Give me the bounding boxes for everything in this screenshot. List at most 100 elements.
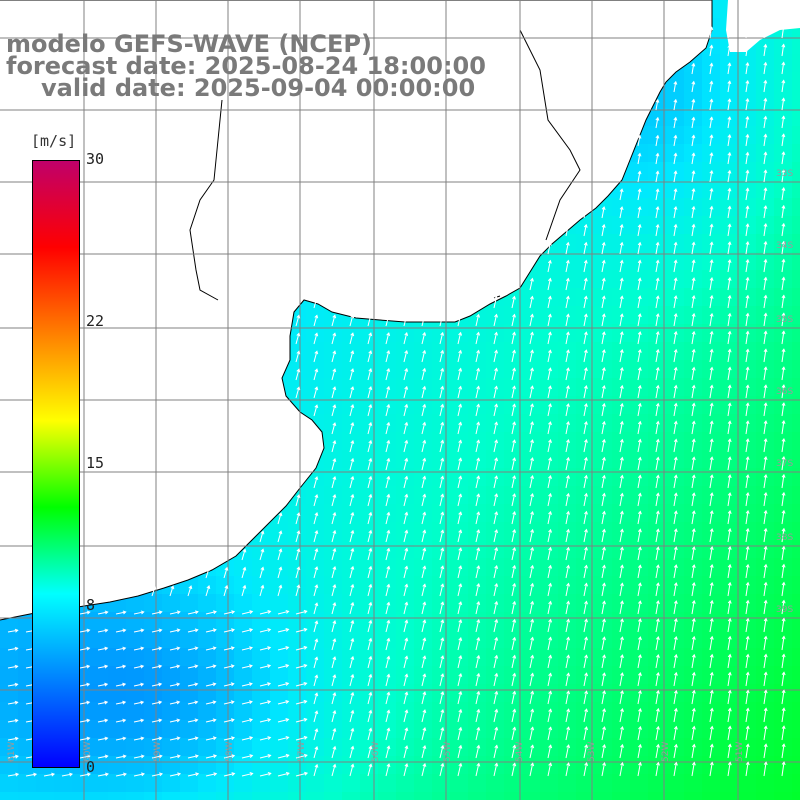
wind-arrow <box>745 474 750 489</box>
wind-arrow <box>745 151 750 165</box>
wind-arrow <box>475 457 481 471</box>
wind-arrow <box>709 635 714 651</box>
wind-arrow <box>727 44 732 57</box>
wind-arrow <box>403 655 409 669</box>
field-cell <box>180 684 199 703</box>
wind-arrow <box>727 276 732 291</box>
wind-arrow <box>241 610 254 615</box>
wind-arrow <box>601 313 606 327</box>
wind-arrow <box>421 547 427 561</box>
wind-arrow <box>205 772 218 777</box>
wind-arrow <box>511 762 517 777</box>
field-cell <box>180 594 199 613</box>
wind-arrow <box>385 385 391 399</box>
lon-label: 54W <box>515 742 525 762</box>
wind-arrow <box>583 744 589 759</box>
wind-arrow <box>547 277 552 291</box>
field-cell <box>414 450 433 469</box>
wind-arrow <box>619 438 624 453</box>
wind-arrow <box>367 763 373 777</box>
field-cell <box>198 756 217 775</box>
wind-arrow <box>709 528 714 543</box>
wind-arrow <box>223 610 236 615</box>
field-cell <box>252 666 271 685</box>
wind-arrow <box>601 528 606 543</box>
wind-arrow <box>367 673 373 687</box>
wind-arrow <box>7 736 19 741</box>
field-cell <box>342 684 361 703</box>
wind-arrow <box>601 618 606 633</box>
wind-arrow <box>79 664 91 669</box>
wind-arrow <box>655 564 660 579</box>
wind-arrow <box>709 599 714 615</box>
wind-arrow <box>781 725 786 741</box>
field-cell <box>288 720 307 739</box>
wind-arrow <box>367 655 373 669</box>
wind-arrow <box>313 548 319 561</box>
field-cell <box>342 756 361 775</box>
field-cell <box>234 558 253 577</box>
wind-arrow <box>403 331 409 345</box>
wind-arrow <box>439 601 445 615</box>
wind-arrow <box>205 646 217 651</box>
wind-arrow <box>727 689 732 705</box>
wind-arrow <box>151 700 163 705</box>
field-cell <box>648 576 667 595</box>
wind-arrow <box>205 585 211 597</box>
wind-arrow <box>529 762 535 777</box>
wind-arrow <box>205 664 217 669</box>
wind-arrow <box>457 511 463 525</box>
field-cell <box>396 630 415 649</box>
wind-arrow <box>475 385 481 399</box>
field-cell <box>198 720 217 739</box>
wind-arrow <box>493 475 499 489</box>
wind-arrow <box>421 421 427 435</box>
field-cell <box>288 360 307 379</box>
wind-arrow <box>223 700 235 705</box>
wind-arrow <box>637 223 642 237</box>
field-cell <box>342 702 361 721</box>
field-cell <box>198 774 217 793</box>
wind-arrow <box>619 402 624 417</box>
wind-arrow <box>241 736 254 741</box>
field-cell <box>630 180 649 199</box>
field-cell <box>378 702 397 721</box>
field-cell <box>702 612 721 631</box>
wind-arrow <box>637 331 642 345</box>
wind-arrow <box>295 627 308 633</box>
field-cell <box>684 432 703 451</box>
field-cell <box>342 342 361 361</box>
wind-arrow <box>331 422 337 435</box>
wind-arrow <box>151 718 163 723</box>
wind-arrow <box>457 439 463 453</box>
wind-arrow <box>619 708 624 723</box>
field-cell <box>378 594 397 613</box>
lon-label: 55W <box>443 742 453 762</box>
wind-arrow <box>727 528 732 543</box>
wind-arrow <box>547 744 553 759</box>
field-cell <box>378 468 397 487</box>
field-cell <box>684 684 703 703</box>
field-cell <box>666 738 685 757</box>
wind-arrow <box>241 628 254 633</box>
wind-arrow <box>439 385 445 399</box>
wind-arrow <box>403 493 409 507</box>
field-cell <box>126 648 145 667</box>
field-cell <box>648 612 667 631</box>
wind-arrow <box>511 654 517 669</box>
wind-arrow <box>493 331 498 345</box>
field-cell <box>576 774 595 793</box>
wind-arrow <box>655 725 660 741</box>
field-cell <box>288 648 307 667</box>
field-cell <box>216 756 235 775</box>
field-cell <box>234 738 253 757</box>
field-cell <box>378 612 397 631</box>
wind-arrow <box>691 295 696 309</box>
field-cell <box>18 648 37 667</box>
field-cell <box>684 450 703 469</box>
wind-arrow <box>727 294 732 309</box>
wind-arrow <box>439 493 445 507</box>
wind-arrow <box>763 473 768 489</box>
field-cell <box>666 108 685 127</box>
